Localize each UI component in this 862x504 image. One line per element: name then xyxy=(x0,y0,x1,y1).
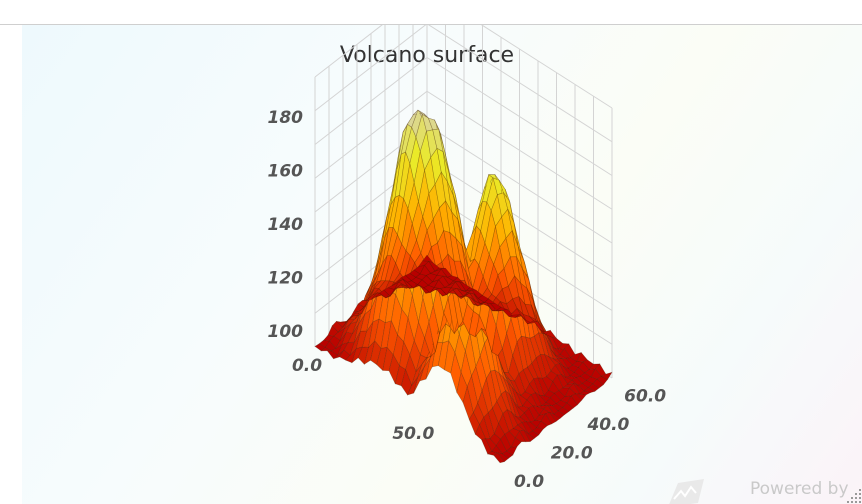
credits-link[interactable]: Powered by xyxy=(750,479,849,499)
z-tick-label: 20.0 xyxy=(551,443,593,463)
z-tick-label: 0.0 xyxy=(514,472,544,492)
z-tick-label: 40.0 xyxy=(586,415,629,435)
x-tick-label: 50.0 xyxy=(392,424,434,444)
tick-labels: 100 120 140 160 180 0.0 50.0 0.0 20.0 40.0 60.0 xyxy=(268,108,667,492)
grid-line xyxy=(426,57,613,176)
y-tick-label: 100 xyxy=(268,322,304,342)
surface-chart: 100 120 140 160 180 0.0 50.0 0.0 20.0 40.0 60.0 xyxy=(268,25,667,492)
grid-line xyxy=(480,25,613,109)
y-tick-label: 160 xyxy=(268,162,304,182)
y-tick-label: 180 xyxy=(268,108,304,128)
grid-line xyxy=(428,25,613,143)
grid-line xyxy=(426,124,613,244)
resize-grip-icon[interactable] xyxy=(845,487,862,504)
window-top-bar xyxy=(0,0,862,25)
surface-layer xyxy=(314,109,613,464)
y-tick-label: 120 xyxy=(268,268,304,288)
z-tick-label: 60.0 xyxy=(624,386,666,406)
x-tick-label: 0.0 xyxy=(292,356,322,376)
grid-line xyxy=(426,90,613,210)
chart-panel: Volcano surface 100 120 140 160 180 0.0 50.0 0.… xyxy=(22,25,862,504)
y-tick-label: 140 xyxy=(268,215,304,235)
highcharts-logo-icon xyxy=(669,479,704,504)
surface-cell xyxy=(600,371,613,380)
grid-line xyxy=(426,158,613,278)
